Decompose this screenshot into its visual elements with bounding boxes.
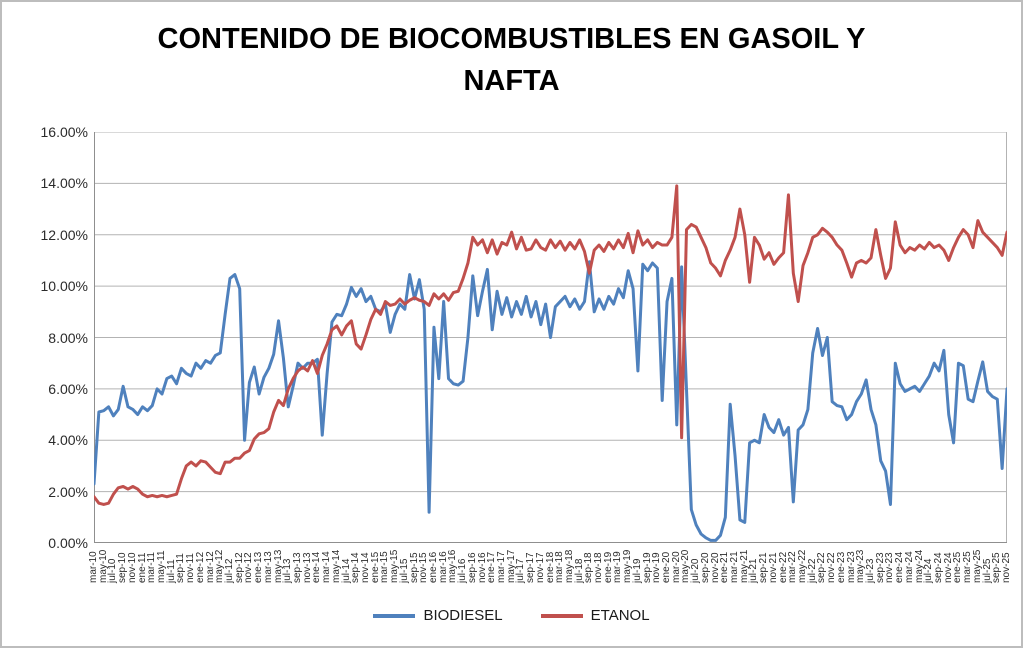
y-axis-label: 10.00% (40, 278, 88, 295)
y-axis-label: 14.00% (40, 175, 88, 192)
etanol-line-swatch (540, 613, 583, 618)
y-axis-label: 4.00% (48, 432, 88, 449)
y-axis-label: 2.00% (48, 483, 88, 500)
legend-item-biodiesel: BIODIESEL (373, 607, 503, 624)
y-axis-label: 12.00% (40, 226, 88, 243)
y-axis-label: 0.00% (48, 535, 88, 551)
biodiesel-line (94, 260, 1007, 542)
y-axis-label: 8.00% (48, 329, 88, 346)
chart-title-line2: NAFTA (463, 65, 560, 98)
legend-label-etanol: ETANOL (590, 607, 650, 624)
etanol-line (94, 184, 1007, 506)
legend-item-etanol: ETANOL (540, 607, 650, 624)
legend: BIODIESEL ETANOL (2, 607, 1021, 624)
chart-title-line1: CONTENIDO DE BIOCOMBUSTIBLES EN GASOIL Y (157, 23, 866, 55)
biodiesel-line-swatch (373, 613, 416, 618)
x-axis-label: nov-25 (1001, 552, 1012, 583)
chart-title: CONTENIDO DE BIOCOMBUSTIBLES EN GASOIL Y… (2, 18, 1021, 102)
y-axis-label: 6.00% (48, 380, 88, 397)
plot-area (94, 132, 1007, 543)
y-axis-label: 16.00% (40, 124, 88, 140)
legend-label-biodiesel: BIODIESEL (423, 607, 503, 624)
